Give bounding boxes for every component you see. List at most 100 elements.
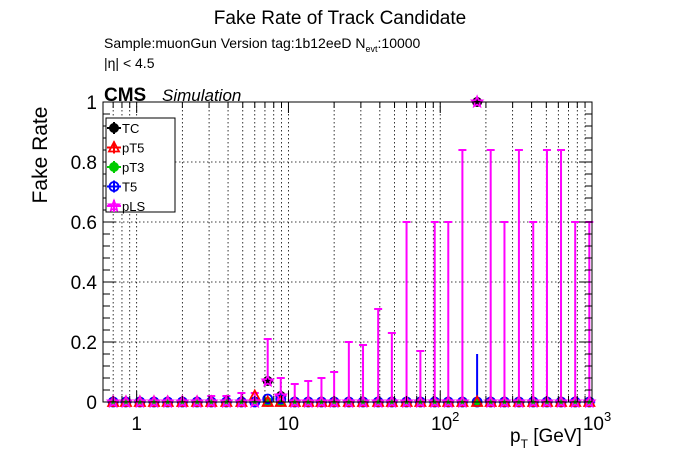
sample-info-text: Sample:muonGun Version tag:1b12eeD N: [104, 35, 366, 51]
marker-pls: [219, 394, 234, 409]
marker-pls: [525, 394, 541, 409]
legend-label: pLS: [122, 199, 145, 214]
marker-pls: [314, 394, 329, 409]
marker-pt5: [288, 394, 302, 407]
marker-pls: [341, 394, 357, 409]
chart-title: Fake Rate of Track Candidate: [214, 8, 466, 29]
y-axis-label: Fake Rate: [29, 107, 52, 204]
marker-pls: [440, 394, 456, 409]
marker-pt5: [147, 394, 161, 407]
marker-pls: [455, 394, 470, 409]
x-tick-label-base: 10: [278, 414, 299, 435]
marker-pt5: [413, 394, 427, 407]
marker-pt5: [119, 394, 133, 407]
marker-pls: [497, 394, 512, 409]
data-markers: [105, 94, 597, 409]
marker-pls: [553, 394, 569, 409]
marker-pls: [483, 394, 498, 409]
marker-pls: [355, 394, 371, 409]
marker-pls: [300, 394, 316, 409]
marker-pls: [174, 394, 190, 409]
legend-marker-pt5: [107, 140, 121, 153]
marker-pls: [427, 394, 443, 409]
sample-info-sub: evt: [366, 44, 379, 54]
x-tick-label-base: 10: [431, 414, 452, 435]
marker-pt5: [301, 394, 315, 407]
marker-pls: [384, 394, 400, 409]
marker-pls: [146, 394, 162, 409]
marker-pls: [326, 394, 342, 409]
legend-marker-t5: [108, 181, 120, 192]
marker-pt5: [512, 394, 526, 407]
marker-pt5: [342, 394, 356, 407]
marker-pt5: [274, 394, 288, 407]
marker-pt5: [441, 394, 455, 407]
marker-pls: [234, 394, 249, 409]
marker-pls: [203, 394, 219, 409]
marker-pls: [399, 394, 414, 409]
marker-pls: [105, 394, 121, 409]
marker-pls: [287, 394, 303, 409]
marker-pls: [511, 394, 527, 409]
y-tick-label: 0.8: [71, 153, 97, 174]
marker-pls: [160, 394, 176, 409]
marker-pt5: [497, 394, 511, 407]
legend-label: T5: [122, 180, 137, 195]
legend-label: pT5: [122, 141, 144, 156]
legend-marker-tc: [109, 123, 119, 133]
marker-pt5: [470, 394, 484, 407]
legend-label: TC: [122, 121, 139, 136]
marker-pls: [539, 394, 555, 409]
marker-pt5: [190, 394, 204, 407]
marker-pls: [247, 394, 263, 409]
x-tick-label: 1: [131, 414, 142, 435]
marker-pt5: [526, 394, 540, 407]
sample-info: Sample:muonGun Version tag:1b12eeD Nevt:…: [104, 35, 421, 54]
x-tick-label-base: 1: [131, 414, 142, 435]
marker-pt5: [314, 394, 328, 407]
x-axis-label-main: p: [510, 426, 521, 447]
marker-pls: [189, 394, 205, 409]
plot-frame: [102, 101, 593, 403]
x-axis-label-sub: T: [521, 437, 529, 451]
marker-pls: [370, 394, 386, 409]
x-axis-label-tail: [GeV]: [528, 426, 582, 447]
y-tick-label: 1: [86, 93, 97, 114]
marker-pt5: [400, 394, 414, 407]
marker-pt5: [234, 394, 248, 407]
legend-marker-pt3: [109, 162, 119, 172]
eta-cut-label: |η| < 4.5: [104, 55, 155, 71]
marker-pt5: [106, 394, 120, 407]
marker-pls: [469, 94, 485, 109]
marker-pls: [132, 394, 148, 409]
x-tick-label-base: 10: [583, 414, 604, 435]
x-tick-label: 102: [431, 409, 459, 435]
marker-pt5: [455, 394, 469, 407]
x-axis-label: pT [GeV]: [510, 426, 582, 451]
marker-pt5: [540, 394, 554, 407]
marker-t5: [262, 393, 274, 405]
legend: TC pT5 pT3 T5 pLS: [105, 117, 176, 214]
x-tick-label: 10: [278, 414, 299, 435]
x-tick-label: 103: [583, 409, 611, 435]
y-tick-label: 0.2: [71, 333, 97, 354]
error-bars: [107, 101, 596, 403]
marker-pls: [260, 373, 275, 388]
marker-pls: [273, 388, 289, 403]
marker-pt5: [484, 394, 498, 407]
marker-pt5: [161, 394, 175, 407]
legend-label: pT3: [122, 160, 144, 175]
cms-label: CMS: [104, 85, 146, 106]
marker-pt5: [327, 394, 341, 407]
marker-pt5: [175, 394, 189, 407]
marker-pt5: [133, 394, 147, 407]
y-tick-label: 0.6: [71, 213, 97, 234]
legend-marker-pls: [106, 198, 122, 213]
x-tick-label-exponent: 2: [452, 409, 459, 424]
y-tick-label: 0: [86, 393, 97, 414]
marker-pt5: [219, 394, 233, 407]
marker-t5: [275, 393, 287, 405]
marker-pls: [567, 394, 583, 409]
marker-pt5: [428, 394, 442, 407]
